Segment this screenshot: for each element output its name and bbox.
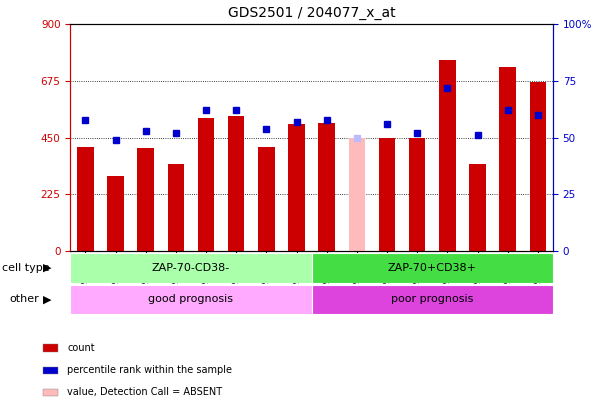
Bar [379, 138, 395, 251]
Bar [167, 164, 184, 251]
Bar [70, 253, 312, 283]
Bar [469, 164, 486, 251]
Bar [409, 138, 425, 251]
Bar [70, 285, 312, 314]
Bar [288, 124, 305, 251]
Bar [348, 138, 365, 251]
Text: ZAP-70-CD38-: ZAP-70-CD38- [152, 263, 230, 273]
Bar [499, 67, 516, 251]
Bar [312, 253, 553, 283]
Text: count: count [67, 343, 95, 353]
Text: ▶: ▶ [43, 263, 52, 273]
Text: cell type: cell type [2, 263, 49, 273]
Bar [530, 82, 546, 251]
Text: poor prognosis: poor prognosis [391, 294, 474, 305]
Text: good prognosis: good prognosis [148, 294, 233, 305]
Bar [439, 60, 456, 251]
Text: percentile rank within the sample: percentile rank within the sample [67, 365, 232, 375]
Bar [137, 148, 154, 251]
Text: value, Detection Call = ABSENT: value, Detection Call = ABSENT [67, 388, 222, 397]
Bar [198, 117, 214, 251]
Bar [77, 147, 93, 251]
Text: ZAP-70+CD38+: ZAP-70+CD38+ [388, 263, 477, 273]
Bar [318, 123, 335, 251]
Title: GDS2501 / 204077_x_at: GDS2501 / 204077_x_at [228, 6, 395, 21]
Bar [228, 116, 244, 251]
Bar [107, 175, 124, 251]
Bar [258, 147, 275, 251]
Text: other: other [9, 294, 39, 305]
Text: ▶: ▶ [43, 294, 52, 305]
Bar [312, 285, 553, 314]
